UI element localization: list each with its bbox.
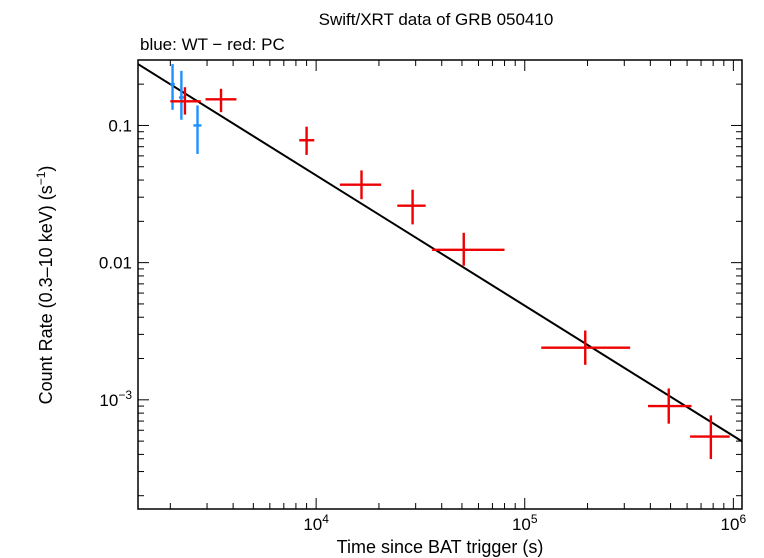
y-axis-label: Count Rate (0.3–10 keV) (s−1) — [34, 166, 56, 405]
y-axis-label-exponent: −1 — [34, 171, 48, 185]
chart-subtitle: blue: WT − red: PC — [140, 35, 285, 54]
y-tick-label: 0.01 — [99, 254, 132, 273]
x-axis-label: Time since BAT trigger (s) — [337, 537, 544, 557]
x-tick-label: 104 — [303, 512, 329, 534]
chart-title: Swift/XRT data of GRB 050410 — [319, 10, 554, 29]
x-tick-label: 105 — [512, 512, 538, 534]
plot-frame — [137, 59, 743, 510]
y-tick-label-exponent: −3 — [118, 388, 132, 402]
y-tick-label: 10−3 — [99, 388, 132, 410]
model-fit-line — [138, 63, 742, 443]
x-tick-label: 106 — [721, 512, 747, 534]
y-tick-label-base: 10 — [99, 391, 118, 410]
x-tick-label-exponent: 6 — [739, 512, 746, 526]
x-tick-label-exponent: 4 — [322, 512, 329, 526]
x-tick-label-base: 10 — [721, 515, 740, 534]
y-tick-label: 0.1 — [108, 116, 132, 135]
x-tick-label-exponent: 5 — [531, 512, 538, 526]
y-axis-label-base: Count Rate (0.3–10 keV) (s — [36, 185, 56, 404]
x-tick-label-base: 10 — [303, 515, 322, 534]
y-axis-label-close: ) — [36, 166, 56, 172]
x-tick-label-base: 10 — [512, 515, 531, 534]
